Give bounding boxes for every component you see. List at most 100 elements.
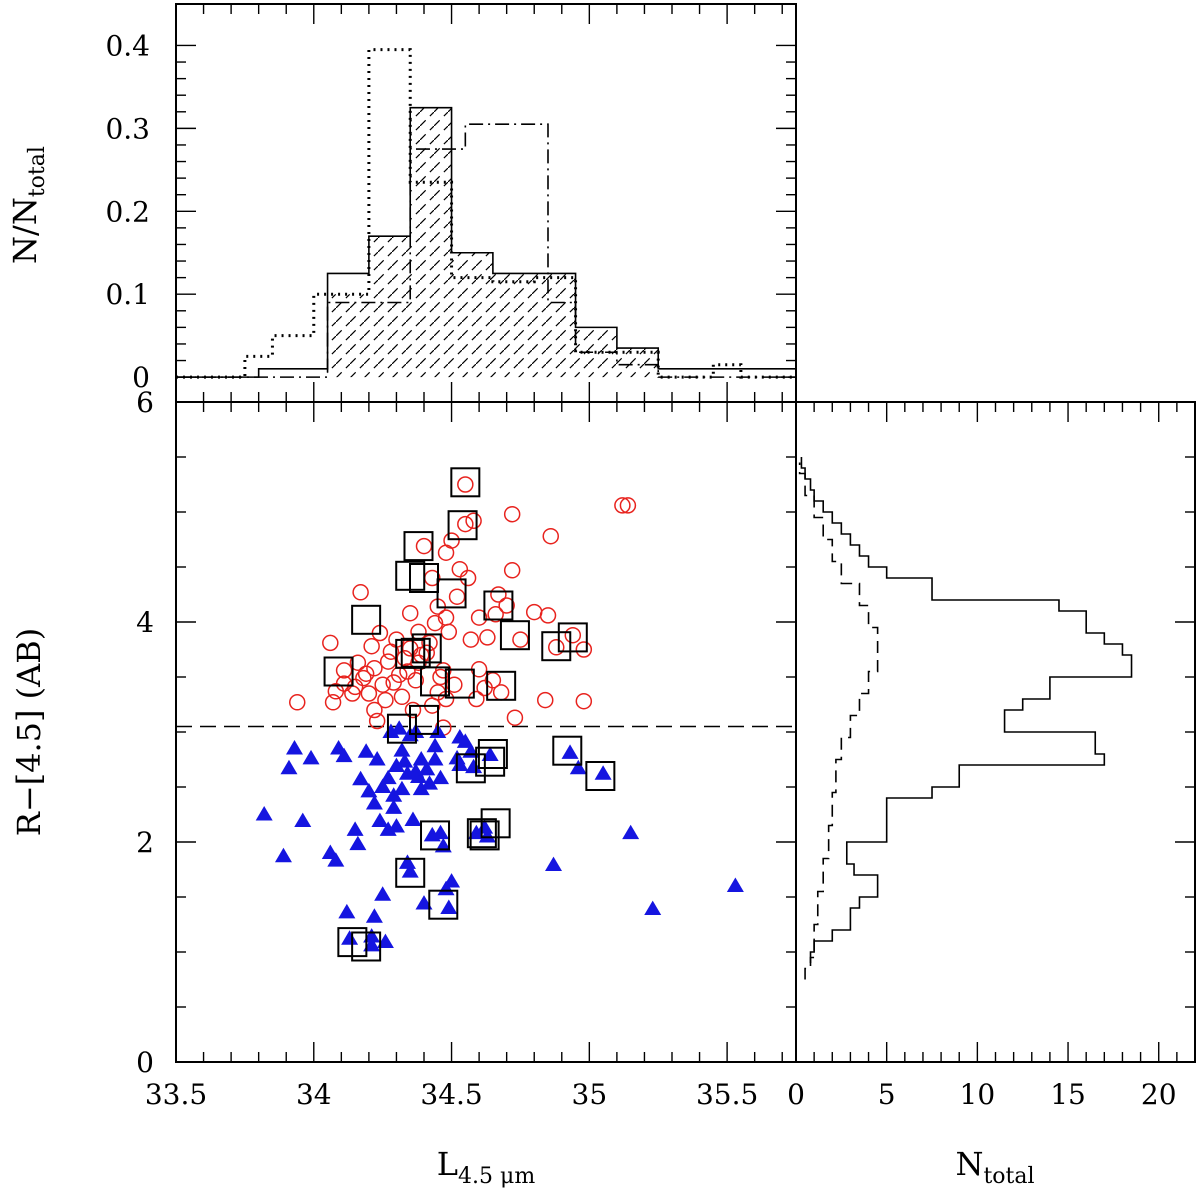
red-circle-point — [324, 694, 342, 711]
blue-triangle-point — [478, 828, 496, 843]
red-circle-point — [536, 691, 554, 709]
top-y-tick-label: 0 — [132, 361, 150, 394]
scatter-x-tick-label: 33.5 — [145, 1078, 207, 1111]
blue-triangle-point — [432, 769, 450, 785]
black-square-point — [585, 761, 616, 791]
red-circle-point — [564, 626, 582, 644]
blue-triangle-point — [415, 895, 433, 910]
red-circle-point — [451, 560, 469, 578]
red-circle-point — [490, 586, 507, 603]
red-circle-point — [512, 631, 529, 648]
top-y-tick-label: 0.3 — [105, 112, 150, 145]
red-circle-point — [457, 515, 474, 533]
blue-triangle-point — [327, 852, 345, 867]
red-circle-point — [487, 606, 504, 623]
blue-triangle-point — [467, 824, 485, 840]
blue-triangle-point — [443, 873, 461, 888]
top-y-tick-labels: 0 0.1 0.2 0.3 0.4 — [105, 29, 150, 394]
black-square-point — [541, 631, 572, 662]
blue-triangle-point — [396, 753, 414, 768]
black-square-point — [409, 563, 439, 593]
blue-triangle-point — [387, 818, 405, 833]
red-circle-point — [399, 663, 416, 680]
red-circle-point — [503, 562, 521, 579]
red-circle-point — [363, 637, 380, 655]
red-circle-point — [440, 623, 458, 641]
top-y-tick-label: 0.2 — [105, 195, 150, 228]
blue-triangle-point — [412, 780, 430, 796]
red-circle-point — [355, 669, 372, 687]
red-circle-point — [492, 684, 510, 701]
red-circle-point — [352, 584, 369, 601]
blue-triangle-point — [338, 903, 356, 919]
blue-triangle-point — [294, 812, 312, 828]
scatter-x-tick-label: 35.5 — [696, 1078, 758, 1111]
scatter-y-tick-label: 4 — [136, 606, 154, 639]
blue-triangle-points — [255, 720, 744, 952]
top-y-tick-label: 0.1 — [105, 278, 150, 311]
blue-triangle-point — [349, 835, 367, 851]
blue-triangle-point — [335, 747, 353, 763]
black-square-point — [420, 666, 451, 697]
black-square-point — [436, 578, 467, 609]
blue-triangle-point — [426, 737, 444, 753]
blue-triangle-point — [476, 819, 494, 834]
blue-triangle-point — [285, 740, 303, 755]
blue-triangle-point — [357, 743, 375, 758]
blue-triangle-point — [409, 768, 427, 784]
black-square-point — [455, 753, 486, 784]
black-square-point — [428, 889, 459, 920]
black-square-point — [409, 704, 439, 735]
blue-triangle-point — [374, 886, 392, 901]
blue-triangle-point — [401, 863, 419, 878]
black-square-point — [395, 638, 426, 669]
blue-triangle-point — [421, 775, 439, 790]
black-square-point — [411, 633, 442, 664]
black-square-point — [351, 604, 382, 635]
top-solid-histogram-line — [176, 106, 796, 378]
top-y-axis-label: N/Ntotal — [6, 146, 50, 264]
scatter-y-axis-label: R−[4.5] (AB) — [10, 628, 48, 837]
blue-triangle-point — [404, 811, 422, 826]
scatter-x-tick-labels: 33.5 34 34.5 35 35.5 — [145, 1078, 758, 1111]
scatter-ticks — [175, 401, 796, 1063]
right-x-tick-label: 10 — [960, 1078, 996, 1111]
blue-triangle-point — [274, 847, 292, 863]
black-square-point — [552, 735, 583, 766]
blue-triangle-point — [363, 928, 381, 943]
blue-triangle-point — [368, 751, 386, 766]
red-circle-point — [619, 497, 637, 514]
blue-triangle-point — [280, 759, 298, 775]
blue-triangle-point — [432, 824, 450, 840]
scatter-x-axis-label: L4.5 μm — [437, 1145, 536, 1189]
right-ticks — [795, 401, 1196, 1063]
right-x-tick-labels: 0 5 10 15 20 — [787, 1078, 1176, 1111]
right-x-tick-label: 5 — [878, 1078, 896, 1111]
black-square-point — [466, 818, 497, 849]
red-circle-point — [426, 614, 444, 632]
red-circle-point — [349, 654, 367, 671]
black-square-point — [486, 670, 517, 701]
red-circle-point — [503, 505, 521, 523]
right-solid-histogram-line — [800, 457, 1133, 963]
blue-triangle-point — [393, 742, 411, 757]
red-circle-point — [288, 694, 306, 711]
black-square-point — [420, 820, 451, 851]
top-hatched-series — [327, 107, 659, 378]
blue-triangle-point — [376, 933, 394, 949]
blue-triangle-point — [346, 821, 364, 836]
red-circle-point — [418, 644, 436, 662]
red-circle-points — [288, 476, 637, 736]
blue-triangle-point — [352, 770, 370, 786]
red-circle-point — [377, 691, 394, 709]
red-circle-point — [401, 604, 419, 622]
right-x-axis-label: Ntotal — [955, 1145, 1034, 1189]
red-circle-point — [404, 701, 422, 719]
blue-triangle-point — [426, 751, 444, 766]
right-dashed-histogram-line — [798, 462, 879, 980]
scatter-y-tick-label: 0 — [136, 1046, 154, 1079]
black-square-point — [400, 637, 431, 668]
blue-triangle-point — [545, 856, 563, 872]
scatter-x-tick-label: 34.5 — [420, 1078, 482, 1111]
red-circle-point — [614, 497, 631, 514]
